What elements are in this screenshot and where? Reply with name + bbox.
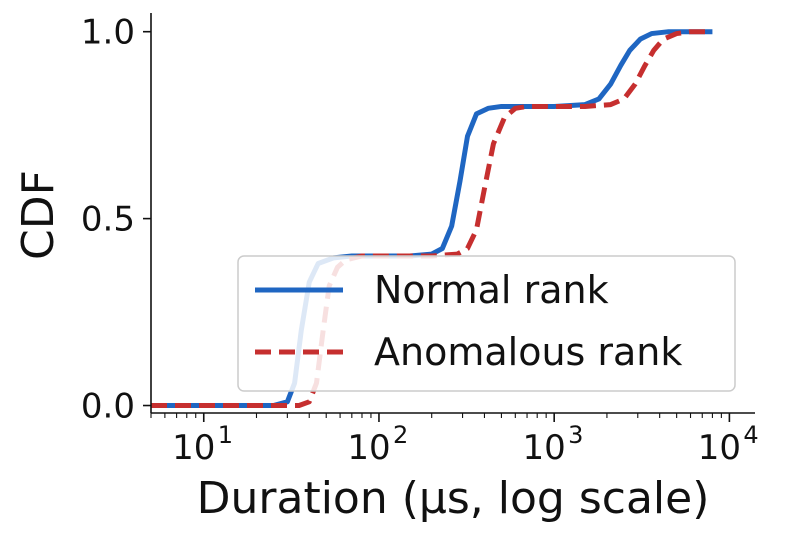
x-tick-exponent: 4 bbox=[743, 421, 758, 449]
x-tick-exponent: 1 bbox=[218, 421, 233, 449]
ticks: 0.00.51.010 1 10 2 10 3 10 4 bbox=[81, 13, 759, 468]
y-tick-label: 0.0 bbox=[81, 387, 135, 427]
x-tick-exponent: 2 bbox=[393, 421, 408, 449]
y-tick-label: 0.5 bbox=[81, 200, 135, 240]
axes bbox=[150, 13, 755, 414]
legend: Normal rank Anomalous rank bbox=[237, 255, 736, 392]
legend-label-anomalous-rank: Anomalous rank bbox=[374, 330, 682, 374]
x-tick-label: 10 bbox=[523, 428, 566, 468]
legend-label-normal-rank: Normal rank bbox=[374, 268, 609, 312]
x-tick-label: 10 bbox=[698, 428, 741, 468]
y-axis-title: CDF bbox=[13, 170, 64, 260]
y-tick-label: 1.0 bbox=[81, 13, 135, 53]
x-tick-label: 10 bbox=[172, 428, 215, 468]
x-tick-exponent: 3 bbox=[568, 421, 583, 449]
legend-box bbox=[237, 255, 736, 392]
x-axis-title: Duration (μs, log scale) bbox=[197, 473, 710, 524]
x-tick-label: 10 bbox=[347, 428, 390, 468]
